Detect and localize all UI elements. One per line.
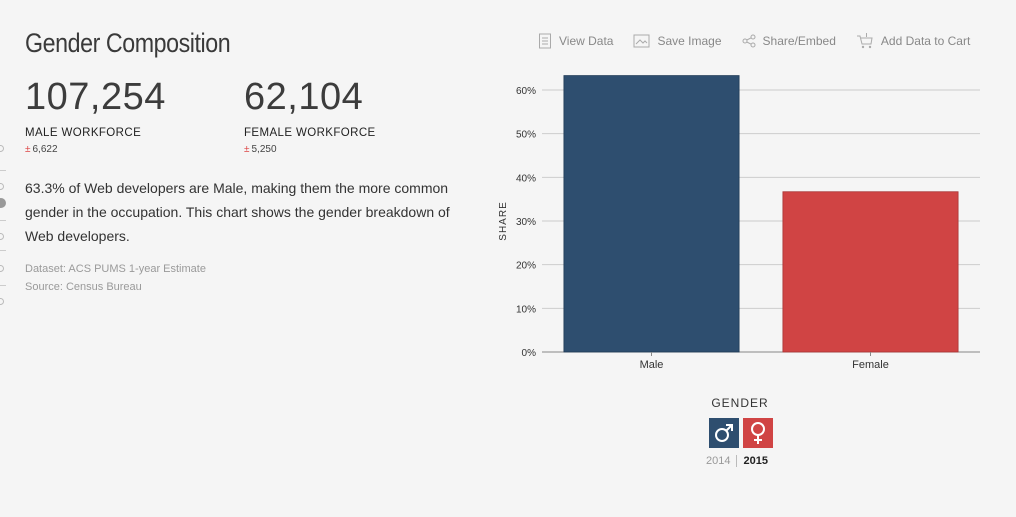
female-moe-value: 5,250: [251, 144, 277, 155]
section-nav-dot[interactable]: [0, 265, 4, 272]
meta-info: Dataset: ACS PUMS 1-year Estimate Source…: [25, 260, 206, 296]
view-data-button[interactable]: View Data: [538, 33, 613, 49]
document-icon: [539, 33, 551, 49]
year-toggle: 2014 2015: [700, 455, 774, 467]
dataset-text: Dataset: ACS PUMS 1-year Estimate: [25, 263, 206, 275]
y-tick-label: 20%: [516, 261, 536, 272]
female-workforce-label: FEMALE WORKFORCE: [244, 127, 376, 139]
female-workforce-value: 62,104: [244, 76, 364, 118]
divider: [0, 170, 6, 171]
male-workforce-value: 107,254: [25, 76, 166, 118]
section-nav-rail: [0, 140, 8, 310]
divider: [0, 220, 6, 221]
plus-minus-icon: ±: [25, 144, 31, 155]
male-symbol-icon[interactable]: [709, 418, 739, 448]
share-embed-label: Share/Embed: [762, 34, 836, 48]
plus-minus-icon: ±: [244, 144, 250, 155]
female-workforce-stat: 62,104 FEMALE WORKFORCE ±5,250: [244, 76, 376, 155]
section-nav-dot[interactable]: [0, 145, 4, 152]
legend-title: GENDER: [711, 396, 769, 410]
divider: [0, 285, 6, 286]
share-icon: [742, 34, 756, 48]
image-icon: [633, 34, 650, 48]
source-text: Source: Census Bureau: [25, 281, 142, 293]
description: 63.3% of Web developers are Male, making…: [25, 180, 450, 244]
male-workforce-moe: ±6,622: [25, 144, 166, 155]
view-data-label: View Data: [559, 34, 614, 48]
y-tick-label: 10%: [516, 304, 536, 315]
save-image-label: Save Image: [657, 34, 722, 48]
male-workforce-label: MALE WORKFORCE: [25, 127, 142, 139]
section-nav-dot[interactable]: [0, 233, 4, 240]
y-axis-label: SHARE: [498, 201, 509, 240]
add-to-cart-label: Add Data to Cart: [880, 34, 971, 48]
y-tick-label: 60%: [516, 86, 536, 97]
y-tick-label: 40%: [516, 173, 536, 184]
y-tick-label: 0%: [522, 348, 537, 359]
save-image-button[interactable]: Save Image: [633, 33, 722, 49]
add-to-cart-button[interactable]: Add Data to Cart: [856, 33, 970, 49]
female-workforce-moe: ±5,250: [244, 144, 376, 155]
year-2015-button[interactable]: 2015: [743, 455, 768, 467]
bar-male: [563, 75, 740, 353]
section-nav-dot[interactable]: [0, 183, 4, 190]
page-title: Gender Composition: [25, 28, 231, 58]
y-tick-label: 30%: [516, 217, 536, 228]
x-tick-label: Female: [852, 359, 889, 371]
legend-icons: [709, 418, 773, 448]
male-workforce-stat: 107,254 MALE WORKFORCE ±6,622: [25, 76, 166, 155]
section-nav-dot-active[interactable]: [0, 198, 6, 208]
cart-icon: [856, 33, 873, 49]
share-embed-button[interactable]: Share/Embed: [742, 33, 836, 49]
divider: [0, 250, 6, 251]
y-tick-label: 50%: [516, 130, 536, 141]
male-moe-value: 6,622: [32, 144, 58, 155]
gender-bar-chart: 0% 10% 20% 30% 40% 50% 60% SHARE Male Female: [498, 75, 980, 371]
year-2014-button[interactable]: 2014: [700, 455, 738, 467]
section-nav-dot[interactable]: [0, 298, 4, 305]
chart-toolbar: View Data Save Image Share/Embed Add Dat…: [538, 33, 970, 49]
bar-female: [782, 191, 959, 353]
female-symbol-icon[interactable]: [743, 418, 773, 448]
x-tick-label: Male: [640, 359, 664, 371]
